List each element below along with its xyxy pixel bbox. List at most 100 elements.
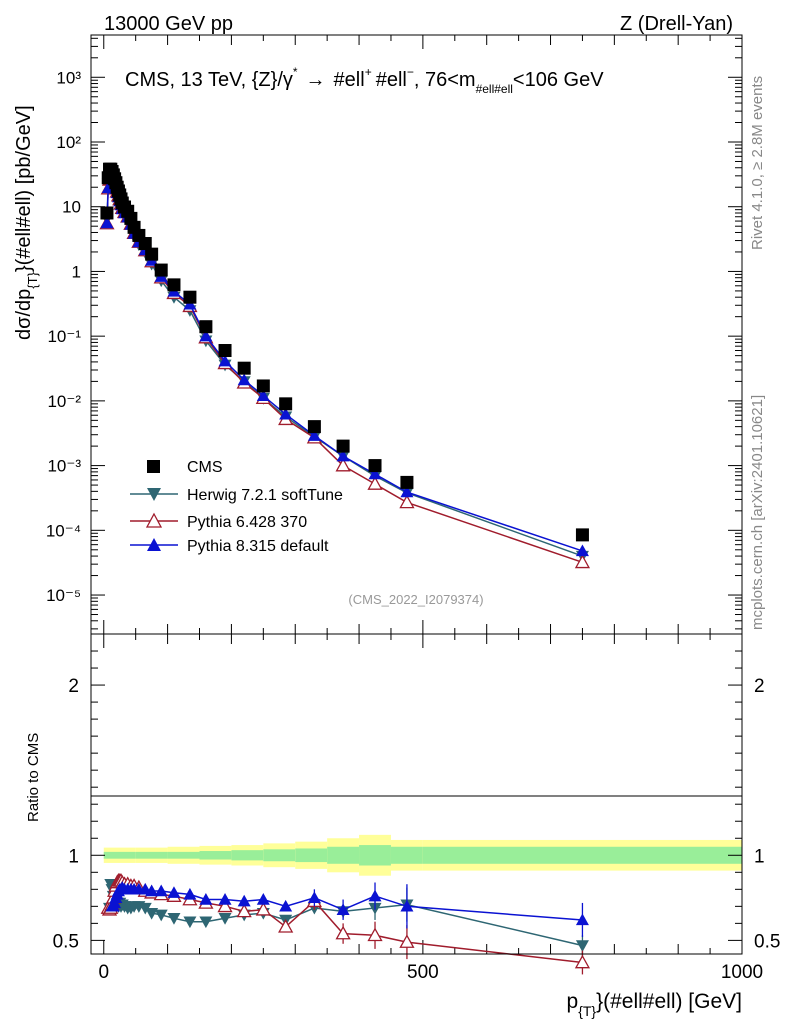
ratio-point-herwig-0: [154, 909, 168, 922]
legend-label-herwig: Herwig 7.2.1 softTune: [187, 487, 343, 504]
ratio-band-inner: [231, 850, 264, 861]
ratio-band-inner: [390, 846, 423, 864]
main-point-pythia-2: [574, 554, 591, 569]
ratio-point-herwig-0: [575, 940, 589, 952]
main-point-cms-0: [279, 397, 293, 411]
ratio-xlabel: p{T}}(#ell#ell) [GeV]: [567, 990, 743, 1019]
main-point-pythia-3: [100, 216, 114, 229]
main-point-cms-0: [167, 278, 181, 292]
ratio-band-inner: [103, 851, 136, 859]
main-point-cms-0: [183, 290, 197, 304]
ratio-axis-ticks: 0.5 0.5 1 1 2 2 0 500 1000: [53, 634, 780, 983]
main-point-cms-0: [154, 263, 168, 277]
ratio-point-pythia-2: [237, 894, 251, 907]
ratio-ytick-label-left: 2: [68, 676, 79, 697]
main-point-cms-0: [307, 420, 321, 434]
ratio-band-inner: [359, 845, 391, 866]
main-ylabel: dσ/dp{T}}(#ell#ell) [pb/GeV]: [13, 105, 40, 340]
main-point-pythia-3: [368, 467, 382, 480]
ratio-point-pythia-2: [336, 903, 350, 915]
main-point-pythia-3: [256, 389, 270, 401]
legend-marker-herwig: [147, 488, 161, 501]
ratio-uncertainty-band: [103, 834, 742, 876]
main-ytick-label: 10²: [56, 133, 81, 152]
ratio-band-inner: [327, 846, 360, 864]
main-title: CMS, 13 TeV, {Z}/γ* → #ell+ #ell−, 76<m#ell…: [125, 65, 604, 96]
ratio-xtick-label: 500: [407, 962, 439, 983]
main-point-cms-0: [218, 344, 232, 358]
main-point-cms-0: [400, 475, 414, 489]
legend-marker-pythia6: [145, 512, 163, 528]
rivet-label: Rivet 4.1.0, ≥ 2.8M events: [749, 76, 766, 250]
main-point-pythia-2: [367, 476, 383, 490]
main-point-cms-0: [575, 528, 589, 542]
ratio-point-pythia-2: [400, 899, 414, 912]
main-point-pythia-2: [399, 494, 415, 509]
main-point-cms-0: [145, 247, 159, 261]
main-panel: 10⁻⁵ 10⁻⁴ 10⁻³ 10⁻² 10⁻¹ 1 10 10² 10³ CMS, 13 Te…: [13, 34, 743, 635]
main-point-pythia-3: [183, 297, 197, 310]
ratio-frame: [90, 633, 743, 955]
ratio-band-inner: [422, 846, 742, 864]
main-point-cms-0: [199, 320, 213, 334]
ratio-point-pythia-1: [217, 898, 233, 913]
ratio-point-herwig-0: [183, 916, 197, 929]
main-ytick-label: 10⁻⁴: [46, 521, 81, 540]
main-ytick-label: 10³: [56, 68, 81, 87]
main-point-pythia-3: [218, 354, 232, 367]
ratio-band-inner: [135, 851, 168, 859]
ratio-band-inner: [199, 851, 232, 860]
main-line-pythia-3: [106, 176, 583, 552]
main-series-layer: [99, 162, 591, 569]
analysis-watermark: (CMS_2022_I2079374): [348, 592, 483, 607]
legend-label-pythia6: Pythia 6.428 370: [187, 514, 307, 531]
main-line-herwig-1: [106, 173, 583, 557]
ratio-xtick-label: 0: [98, 962, 109, 983]
main-point-cms-0: [100, 206, 114, 220]
main-ytick-label: 1: [72, 262, 81, 281]
ratio-point-pythia-1: [574, 954, 591, 969]
ratio-point-herwig-0: [199, 916, 213, 929]
legend-marker-pythia8: [147, 538, 161, 551]
ratio-series-layer: [100, 872, 591, 975]
main-point-pythia-3: [237, 373, 251, 386]
ratio-band-inner: [263, 849, 296, 862]
main-point-pythia-3: [336, 449, 350, 462]
ratio-point-pythia-2: [167, 886, 181, 898]
main-point-cms-0: [237, 361, 251, 375]
main-ytick-label: 10⁻⁵: [46, 586, 81, 605]
ratio-line-pythia-2: [112, 886, 583, 921]
ratio-point-herwig-0: [145, 907, 159, 920]
main-point-pythia-3: [279, 407, 293, 420]
ratio-xtick-label: 1000: [721, 962, 763, 983]
mcplots-label: mcplots.cern.ch [arXiv:2401.10621]: [749, 395, 766, 630]
ratio-point-pythia-1: [335, 925, 351, 940]
main-point-cms-0: [138, 237, 152, 251]
ratio-point-pythia-2: [199, 893, 213, 905]
ratio-point-herwig-0: [218, 913, 232, 925]
ratio-point-pythia-2: [154, 884, 168, 897]
ratio-ytick-label-left: 0.5: [53, 931, 79, 952]
main-point-cms-0: [368, 459, 382, 473]
main-point-pythia-3: [400, 485, 414, 498]
ratio-point-pythia-2: [145, 884, 159, 897]
main-point-cms-0: [256, 379, 270, 393]
main-point-pythia-3: [307, 429, 321, 441]
legend-label-cms: CMS: [187, 459, 223, 476]
ratio-point-pythia-2: [575, 913, 589, 926]
main-ytick-label: 10⁻³: [47, 457, 81, 476]
ratio-ytick-label-right: 0.5: [754, 931, 780, 952]
legend-marker-cms: [147, 460, 160, 473]
ratio-point-pythia-2: [256, 893, 270, 905]
ratio-ylabel: Ratio to CMS: [25, 733, 42, 822]
ratio-point-pythia-1: [399, 934, 415, 948]
header-right: Z (Drell-Yan): [620, 13, 733, 35]
ratio-point-pythia-2: [218, 893, 232, 905]
main-point-cms-0: [336, 439, 350, 453]
ratio-point-pythia-1: [278, 918, 294, 933]
ratio-band-inner: [167, 851, 200, 859]
ratio-ytick-label-right: 1: [754, 846, 765, 867]
ratio-point-pythia-2: [307, 891, 321, 904]
ratio-point-pythia-2: [368, 889, 382, 902]
